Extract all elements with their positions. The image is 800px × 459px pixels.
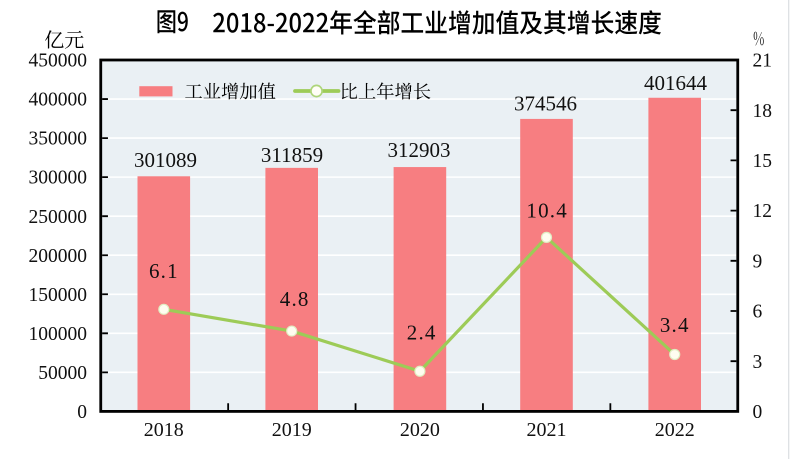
svg-text:311859: 311859: [261, 143, 323, 167]
svg-text:350000: 350000: [29, 129, 88, 150]
svg-text:15: 15: [753, 151, 773, 172]
svg-text:2020: 2020: [400, 419, 440, 441]
svg-text:2021: 2021: [527, 419, 567, 441]
svg-text:100000: 100000: [29, 324, 88, 345]
svg-text:0: 0: [753, 402, 763, 423]
svg-text:9: 9: [753, 251, 763, 272]
svg-text:2019: 2019: [272, 419, 312, 441]
svg-text:3.4: 3.4: [660, 313, 690, 337]
svg-text:200000: 200000: [29, 246, 88, 267]
svg-text:10.4: 10.4: [526, 199, 568, 223]
svg-text:2018: 2018: [144, 419, 184, 441]
svg-text:400000: 400000: [29, 90, 88, 111]
svg-text:450000: 450000: [29, 51, 88, 72]
svg-text:2022: 2022: [655, 419, 695, 441]
svg-text:312903: 312903: [388, 138, 451, 162]
svg-text:401644: 401644: [644, 71, 708, 95]
svg-text:18: 18: [753, 101, 773, 122]
svg-text:4.8: 4.8: [280, 287, 310, 311]
svg-text:21: 21: [753, 51, 773, 72]
svg-text:6.1: 6.1: [149, 259, 179, 283]
svg-text:12: 12: [753, 201, 773, 222]
svg-text:250000: 250000: [29, 207, 88, 228]
svg-text:2.4: 2.4: [407, 321, 437, 345]
svg-text:150000: 150000: [29, 285, 88, 306]
svg-text:3: 3: [753, 352, 763, 373]
svg-text:300000: 300000: [29, 168, 88, 189]
svg-text:374546: 374546: [514, 92, 577, 116]
svg-text:0: 0: [77, 402, 87, 423]
svg-text:50000: 50000: [38, 363, 87, 384]
svg-text:301089: 301089: [134, 148, 197, 172]
svg-text:6: 6: [753, 302, 763, 323]
